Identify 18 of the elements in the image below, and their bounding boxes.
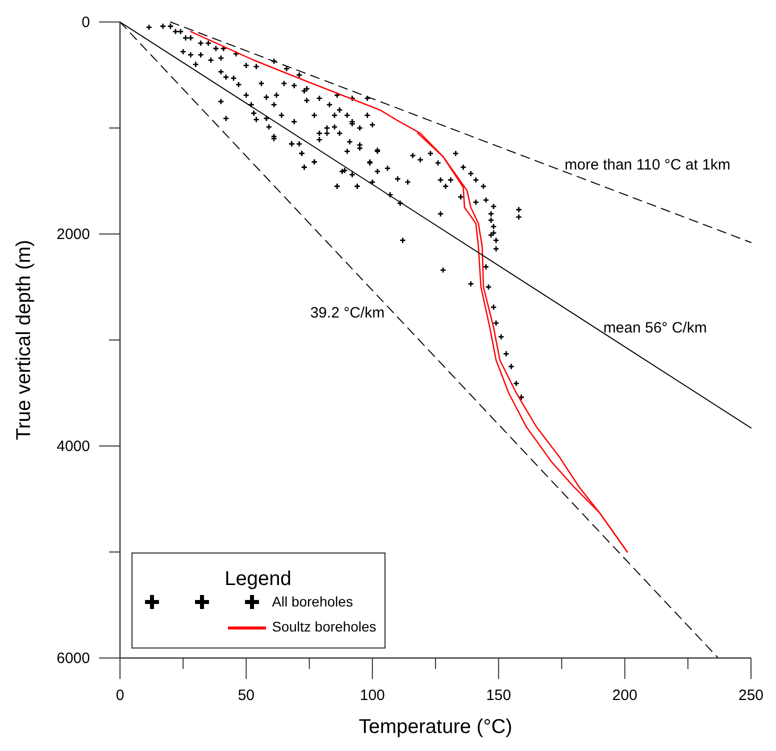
y-tick-label: 4000 <box>56 438 90 455</box>
y-tick-label: 0 <box>82 14 90 31</box>
y-tick-label: 2000 <box>56 226 90 243</box>
x-tick-label: 100 <box>360 687 385 704</box>
annotation: more than 110 °C at 1km <box>564 156 730 174</box>
y-axis-title: True vertical depth (m) <box>13 240 35 440</box>
legend-label: Soultz boreholes <box>272 618 376 635</box>
x-tick-label: 200 <box>612 687 638 704</box>
x-axis-title: Temperature (°C) <box>358 716 512 738</box>
x-tick-label: 250 <box>738 687 764 704</box>
annotation: mean 56° C/km <box>603 320 707 336</box>
x-tick-label: 150 <box>486 687 512 704</box>
x-tick-label: 50 <box>238 687 255 704</box>
legend-label: All boreholes <box>272 594 353 610</box>
x-tick-label: 0 <box>116 687 124 704</box>
y-tick-label: 6000 <box>56 650 90 667</box>
legend-title: Legend <box>224 568 292 590</box>
annotation: 39.2 °C/km <box>310 304 385 322</box>
